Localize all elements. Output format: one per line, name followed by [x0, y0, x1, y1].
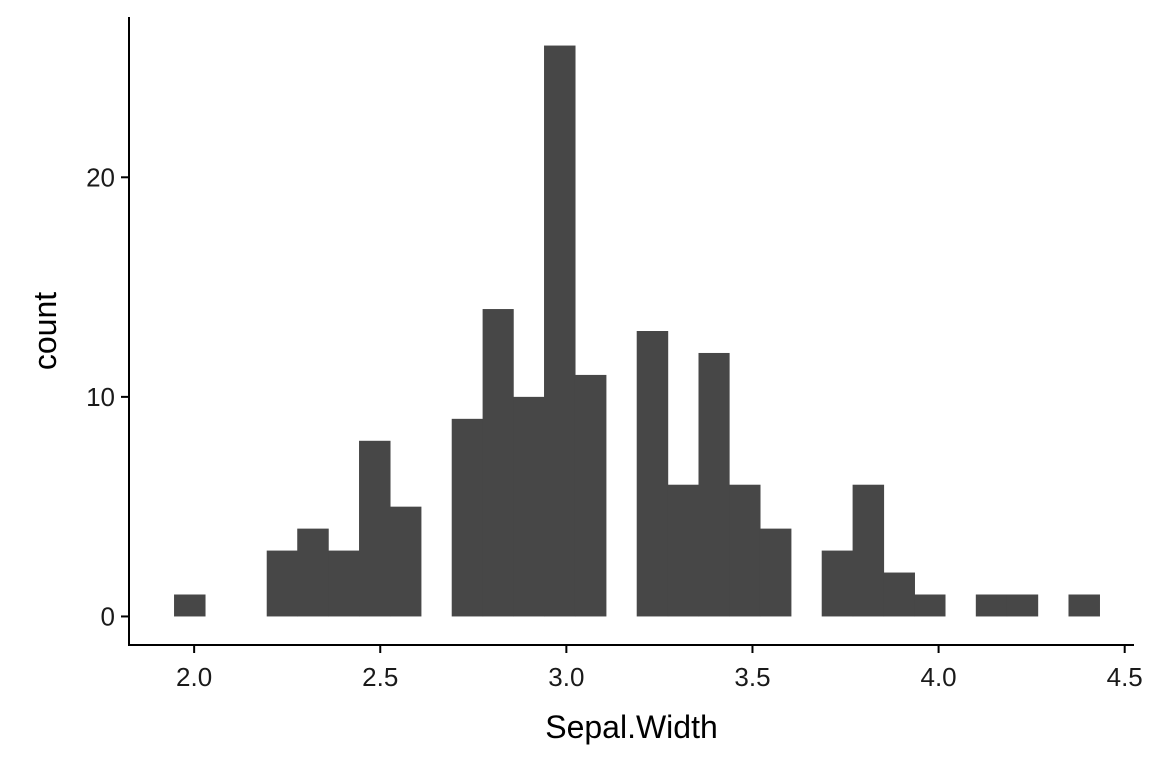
- histogram-bar: [513, 396, 545, 617]
- x-tick-label: 3.0: [548, 662, 584, 692]
- histogram-bar: [544, 45, 576, 617]
- histogram-bar: [883, 572, 915, 617]
- x-axis-title: Sepal.Width: [545, 709, 718, 745]
- histogram-bar: [451, 418, 484, 617]
- histogram-bar: [759, 528, 792, 617]
- histogram-bar: [574, 374, 607, 617]
- histogram-bar: [729, 484, 761, 617]
- histogram-bar: [667, 484, 700, 617]
- histogram-bar: [1006, 594, 1039, 617]
- y-axis-title: count: [27, 292, 63, 370]
- x-axis-ticks: 2.0 2.5 3.0 3.5 4.0 4.5: [176, 645, 1143, 692]
- histogram-bar: [359, 440, 391, 617]
- histogram-bar: [914, 594, 946, 617]
- y-tick-label: 20: [86, 162, 115, 192]
- x-tick-label: 2.5: [362, 662, 398, 692]
- histogram-bar: [328, 550, 360, 617]
- x-tick-label: 3.5: [734, 662, 770, 692]
- y-tick-label: 10: [86, 382, 115, 412]
- histogram-bar: [266, 550, 298, 617]
- histogram-bar: [482, 309, 514, 617]
- histogram-bar: [975, 594, 1008, 617]
- histogram-bar: [698, 352, 730, 617]
- y-axis-ticks: 0 10 20: [86, 162, 129, 631]
- histogram-bar: [852, 484, 885, 617]
- histogram-bar: [821, 550, 854, 617]
- x-tick-label: 4.0: [921, 662, 957, 692]
- histogram-bar: [297, 528, 329, 617]
- x-tick-label: 2.0: [176, 662, 212, 692]
- histogram-bars: [174, 45, 1100, 617]
- histogram-bar: [636, 331, 669, 617]
- y-tick-label: 0: [101, 601, 115, 631]
- histogram-bar: [389, 506, 422, 617]
- histogram-bar: [174, 594, 206, 617]
- histogram-bar: [1068, 594, 1100, 617]
- x-tick-label: 4.5: [1107, 662, 1143, 692]
